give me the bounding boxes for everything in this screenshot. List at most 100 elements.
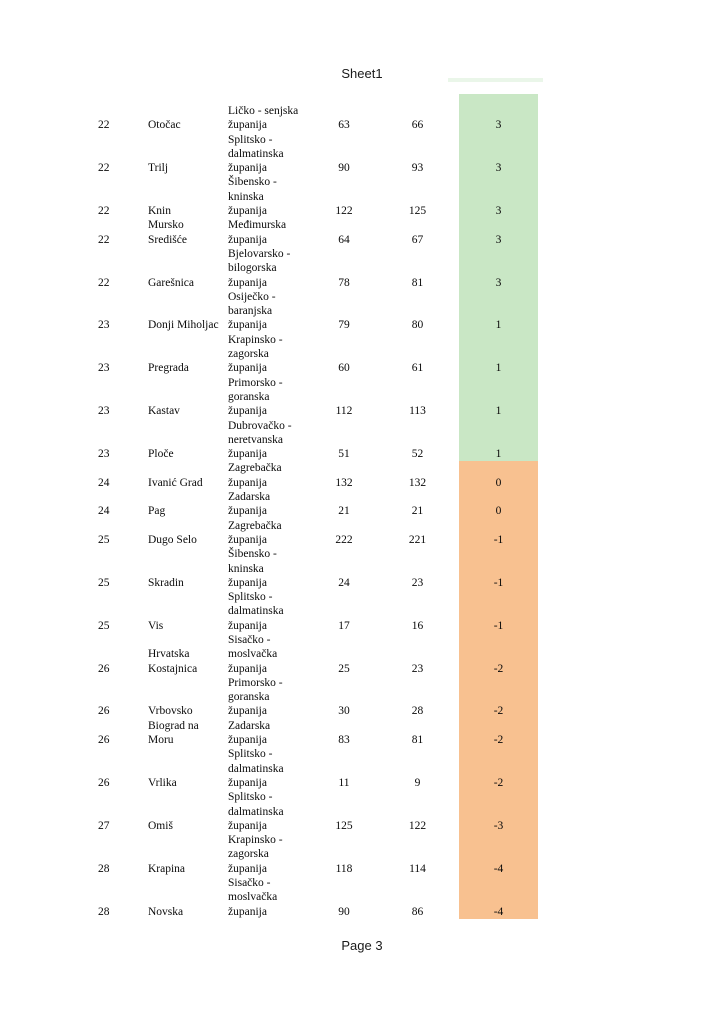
value-b-cell: 61 (411, 362, 424, 375)
value-b-cell: 52 (411, 448, 424, 461)
city-cell: Donji Miholjac (148, 319, 219, 332)
value-b-cell: 16 (411, 619, 424, 632)
table-row: 22 Garešnica Bjelovarsko - bilogorska žu… (98, 246, 538, 290)
value-a-cell: 30 (338, 705, 350, 718)
diff-cell: -2 (459, 675, 538, 719)
table-row: 26 Biograd na Moru Zadarska županija 83 … (98, 718, 538, 748)
city-cell: Otočac (148, 119, 181, 132)
rank-cell: 22 (98, 162, 110, 175)
value-b-cell: 67 (411, 233, 424, 246)
table-body: 22 Otočac Ličko - senjska županija 63 66… (98, 94, 538, 919)
value-a-cell: 112 (335, 405, 353, 418)
value-b-cell: 80 (411, 319, 424, 332)
county-cell: Bjelovarsko - bilogorska županija (228, 247, 291, 289)
rank-cell: 23 (98, 362, 110, 375)
county-cell: Dubrovačko - neretvanska županija (228, 419, 292, 461)
diff-cell: 3 (459, 175, 538, 219)
rank-cell: 25 (98, 533, 110, 546)
rank-cell: 28 (98, 905, 110, 918)
city-cell: Knin (148, 205, 171, 218)
rank-cell: 25 (98, 576, 110, 589)
diff-cell: -3 (459, 790, 538, 834)
clipped-row-remnant (448, 78, 543, 82)
value-a-cell: 90 (338, 162, 350, 175)
city-cell: Biograd na Moru (148, 719, 199, 747)
value-a-cell: 17 (338, 619, 350, 632)
city-cell: Omiš (148, 819, 173, 832)
value-b-cell: 113 (409, 405, 426, 418)
city-cell: Trilj (148, 162, 169, 175)
value-b-cell: 81 (411, 276, 424, 289)
table-row: 22 Knin Šibensko - kninska županija 122 … (98, 175, 538, 219)
diff-cell: -2 (459, 718, 538, 748)
value-b-cell: 93 (411, 162, 424, 175)
value-a-cell: 51 (338, 448, 350, 461)
city-cell: Dugo Selo (148, 533, 197, 546)
diff-cell: -4 (459, 876, 538, 919)
diff-cell: 1 (459, 332, 538, 376)
rank-cell: 22 (98, 205, 110, 218)
value-a-cell: 83 (338, 734, 350, 747)
rank-cell: 27 (98, 819, 110, 832)
city-cell: Garešnica (148, 276, 194, 289)
county-cell: Splitsko - dalmatinska županija (228, 133, 284, 175)
table-row: 28 Krapina Krapinsko - zagorska županija… (98, 833, 538, 877)
county-cell: Primorsko - goranska županija (228, 676, 283, 718)
table-row: 24 Pag Zadarska županija 21 21 0 (98, 490, 538, 519)
value-a-cell: 21 (338, 505, 350, 518)
city-cell: Kastav (148, 405, 180, 418)
page-number-footer: Page 3 (341, 938, 383, 953)
value-a-cell: 122 (335, 205, 353, 218)
county-cell: Šibensko - kninska županija (228, 176, 277, 218)
county-cell: Zagrebačka županija (228, 462, 282, 489)
value-b-cell: 28 (411, 705, 424, 718)
value-b-cell: 21 (411, 505, 424, 518)
county-cell: Sisačko - moslvačka županija (228, 633, 278, 675)
county-cell: Sisačko - moslvačka županija (228, 877, 278, 918)
value-a-cell: 132 (335, 476, 353, 489)
table-row: 22 Trilj Splitsko - dalmatinska županija… (98, 132, 538, 176)
diff-cell: 1 (459, 289, 538, 333)
value-b-cell: 221 (408, 533, 427, 546)
value-a-cell: 78 (338, 276, 350, 289)
value-b-cell: 81 (411, 734, 424, 747)
value-a-cell: 118 (335, 862, 353, 875)
rank-cell: 26 (98, 662, 110, 675)
county-cell: Krapinsko - zagorska županija (228, 834, 283, 875)
table-row: 22 Mursko Središće Međimurska županija 6… (98, 218, 538, 247)
sheet-title: Sheet1 (341, 66, 383, 81)
value-a-cell: 222 (335, 533, 353, 546)
value-b-cell: 9 (414, 776, 421, 789)
county-cell: Zadarska županija (228, 719, 271, 747)
value-a-cell: 64 (338, 233, 350, 246)
value-b-cell: 23 (411, 576, 424, 589)
county-cell: Splitsko - dalmatinska županija (228, 791, 284, 832)
city-cell: Krapina (148, 862, 186, 875)
rank-cell: 22 (98, 119, 110, 132)
rank-cell: 22 (98, 276, 110, 289)
value-a-cell: 11 (338, 776, 350, 789)
city-cell: Ivanić Grad (148, 476, 203, 489)
county-cell: Krapinsko - zagorska županija (228, 333, 283, 375)
diff-cell: 1 (459, 418, 538, 462)
county-cell: Splitsko - dalmatinska županija (228, 591, 284, 632)
diff-cell: -1 (459, 547, 538, 591)
city-cell: Pregrada (148, 362, 189, 375)
city-cell: Mursko Središće (148, 219, 187, 246)
value-b-cell: 122 (408, 819, 427, 832)
value-b-cell: 86 (411, 905, 424, 918)
table-row: 26 Vrlika Splitsko - dalmatinska županij… (98, 747, 538, 791)
rank-cell: 24 (98, 476, 110, 489)
county-cell: Primorsko - goranska županija (228, 376, 283, 418)
table-row: 22 Otočac Ličko - senjska županija 63 66… (98, 94, 538, 133)
table-row: 23 Kastav Primorsko - goranska županija … (98, 375, 538, 419)
rank-cell: 26 (98, 776, 110, 789)
table-row: 23 Donji Miholjac Osiječko - baranjska ž… (98, 289, 538, 333)
rank-cell: 28 (98, 862, 110, 875)
diff-cell: 3 (459, 132, 538, 176)
diff-cell: -1 (459, 518, 538, 548)
value-b-cell: 66 (411, 119, 424, 132)
diff-cell: -1 (459, 590, 538, 633)
diff-cell: 3 (459, 94, 538, 133)
county-cell: Ličko - senjska županija (228, 105, 299, 132)
